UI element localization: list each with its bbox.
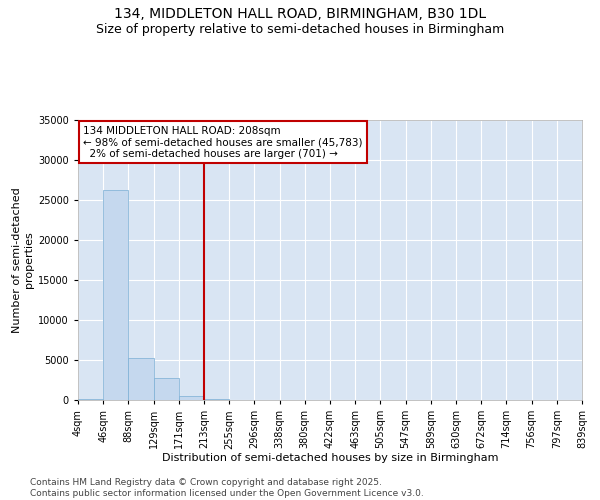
Y-axis label: Number of semi-detached
properties: Number of semi-detached properties: [13, 187, 34, 333]
Bar: [179, 396, 204, 400]
Text: 134 MIDDLETON HALL ROAD: 208sqm
← 98% of semi-detached houses are smaller (45,78: 134 MIDDLETON HALL ROAD: 208sqm ← 98% of…: [83, 126, 362, 159]
X-axis label: Distribution of semi-detached houses by size in Birmingham: Distribution of semi-detached houses by …: [162, 452, 498, 462]
Bar: [78, 399, 103, 400]
Bar: [128, 358, 154, 400]
Text: Contains HM Land Registry data © Crown copyright and database right 2025.
Contai: Contains HM Land Registry data © Crown c…: [30, 478, 424, 498]
Text: 134, MIDDLETON HALL ROAD, BIRMINGHAM, B30 1DL: 134, MIDDLETON HALL ROAD, BIRMINGHAM, B3…: [114, 8, 486, 22]
Bar: [154, 378, 179, 400]
Bar: [204, 399, 229, 400]
Text: Size of property relative to semi-detached houses in Birmingham: Size of property relative to semi-detach…: [96, 22, 504, 36]
Bar: [103, 190, 128, 400]
